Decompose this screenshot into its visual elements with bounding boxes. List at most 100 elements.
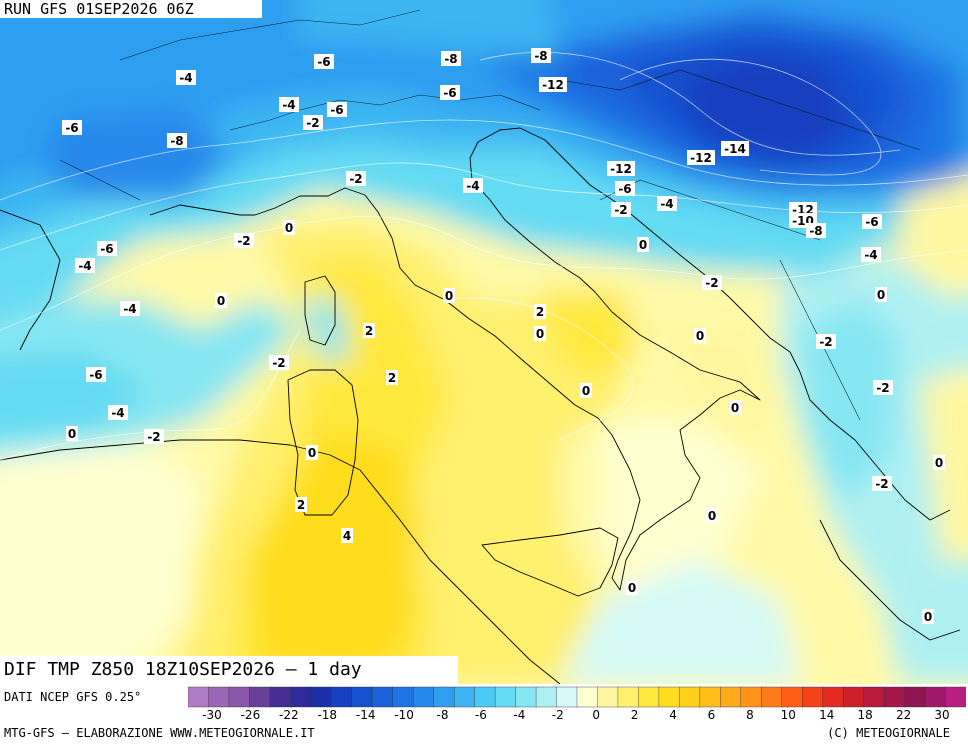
footer-copyright: (C) METEOGIORNALE	[827, 726, 950, 740]
contour-label: 0	[215, 293, 227, 308]
contour-label: -2	[234, 233, 254, 248]
scale-swatch	[474, 686, 496, 708]
contour-label-text: -6	[317, 55, 330, 69]
scale-tick-label: -8	[436, 708, 449, 722]
scale-tick-label: -10	[394, 708, 414, 722]
contour-label-text: -2	[705, 276, 718, 290]
contour-label-text: -6	[330, 103, 343, 117]
contour-label-text: -4	[660, 197, 673, 211]
scale-swatch	[842, 686, 865, 708]
contour-label-text: -2	[147, 430, 160, 444]
scale-tick-label: 14	[819, 708, 835, 722]
contour-label: 0	[933, 455, 945, 470]
contour-label: -2	[611, 202, 631, 217]
contour-label: -2	[303, 115, 323, 130]
contour-label-text: -6	[89, 368, 102, 382]
balkan-coast	[519, 127, 951, 521]
coastlines	[0, 127, 961, 684]
scale-swatch	[188, 686, 210, 708]
scale-swatch	[945, 686, 966, 708]
contour-label-text: -2	[614, 203, 627, 217]
contour-label: 0	[922, 609, 934, 624]
scale-tick-label: 30	[934, 708, 950, 722]
africa-coast	[0, 439, 561, 684]
contour-label-text: -2	[875, 477, 888, 491]
contour-label: 0	[626, 580, 638, 595]
italy-coast	[254, 127, 761, 591]
france-coast	[149, 204, 255, 216]
color-field	[0, 0, 968, 684]
contour-label: -4	[120, 301, 140, 316]
contour-label-text: -2	[819, 335, 832, 349]
scale-swatch	[372, 686, 394, 708]
contour-label: 0	[443, 288, 455, 303]
scale-tick-label: 22	[895, 708, 912, 722]
scale-swatch	[433, 686, 455, 708]
color-scale-ticks: -30 -26 -22 -18 -14 -10 -8 -6 -4 -2 0 2 4 6 8 10 14 18 22 3…	[188, 708, 966, 724]
contour-label-text: 0	[628, 581, 636, 595]
contour-label: -6	[314, 54, 334, 69]
contour-label-text: 2	[388, 371, 396, 385]
contour-label: -8	[167, 133, 187, 148]
scale-swatch	[597, 686, 619, 708]
contour-label: 2	[386, 370, 398, 385]
contour-label-text: -4	[282, 98, 295, 112]
contour-label-text: -4	[111, 406, 124, 420]
contour-label: -6	[615, 181, 635, 196]
scale-swatch	[494, 686, 517, 708]
scale-tick-label: -4	[513, 708, 526, 722]
contour-label-text: -12	[610, 162, 632, 176]
footer-credits: MTG-GFS — ELABORAZIONE WWW.METEOGIORNALE…	[4, 726, 315, 740]
contour-label: -6	[86, 367, 106, 382]
contour-label-text: 0	[924, 610, 932, 624]
scale-swatch	[576, 686, 599, 708]
scale-swatch	[556, 686, 578, 708]
scale-tick-label: -6	[474, 708, 487, 722]
contour-label-text: -8	[444, 52, 457, 66]
contour-label: -2	[702, 275, 722, 290]
contour-label-text: 0	[696, 329, 704, 343]
contour-label: 0	[580, 383, 592, 398]
contour-label-text: -6	[865, 215, 878, 229]
spain-coast	[0, 209, 61, 351]
contour-label: -8	[441, 51, 461, 66]
contour-label: 2	[534, 304, 546, 319]
contour-label: -8	[806, 223, 826, 238]
contour-label: -4	[861, 247, 881, 262]
scale-tick-label: -2	[551, 708, 564, 722]
contour-label-text: -6	[618, 182, 631, 196]
contour-label: 0	[729, 400, 741, 415]
contour-label: -12	[687, 150, 715, 165]
contour-label: 0	[706, 508, 718, 523]
contour-label-text: -8	[809, 224, 822, 238]
contour-label-text: -2	[237, 234, 250, 248]
contour-label-text: 0	[639, 238, 647, 252]
variable-title: DIF TMP Z850 18Z10SEP2026 — 1 day	[0, 656, 458, 684]
contour-label-text: -2	[272, 356, 285, 370]
contour-label: -2	[872, 476, 892, 491]
contour-label-text: -2	[306, 116, 319, 130]
scale-swatch	[883, 686, 906, 708]
contour-label: -14	[721, 141, 749, 156]
contour-label-text: -6	[100, 242, 113, 256]
contour-label: -12	[607, 161, 635, 176]
scale-tick-label: 0	[592, 708, 601, 722]
scale-swatch	[822, 686, 844, 708]
contour-label: 2	[363, 323, 375, 338]
scale-swatch	[740, 686, 762, 708]
scale-tick-label: -22	[279, 708, 299, 722]
contour-label-text: -12	[690, 151, 712, 165]
contour-label-text: 0	[935, 456, 943, 470]
scale-swatch	[679, 686, 701, 708]
scale-swatch	[310, 686, 333, 708]
contour-label-text: -8	[534, 49, 547, 63]
contour-label-layer: -6 -8 -8 -12 -4 -6 -4 -6 -2 -6 -8 -14 -12 -12 -2 -4 -6 -2…	[62, 48, 945, 624]
scale-swatch	[863, 686, 885, 708]
contour-label-text: -8	[170, 134, 183, 148]
contour-label-text: -4	[864, 248, 877, 262]
contour-label-text: 0	[536, 327, 544, 341]
contour-label: -6	[327, 102, 347, 117]
scale-swatch	[617, 686, 640, 708]
scale-swatch	[781, 686, 803, 708]
scale-tick-label: 10	[780, 708, 796, 722]
